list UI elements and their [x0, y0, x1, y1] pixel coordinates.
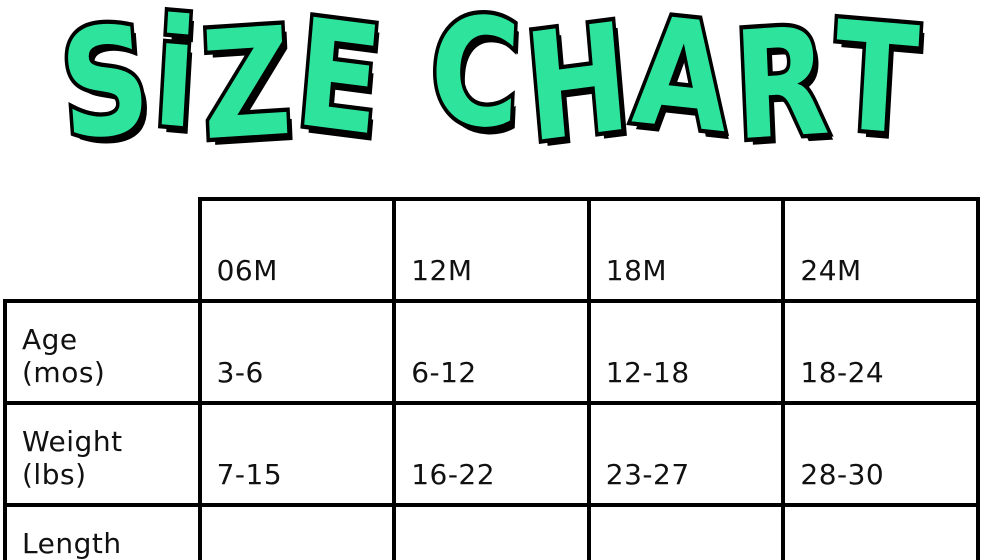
table-cell: 7-15 — [197, 401, 397, 507]
table-cell: 29-31 — [586, 503, 786, 560]
row-label-line2: (mos) — [22, 355, 106, 389]
column-header-24m: 24M — [781, 197, 980, 303]
table-cell: 28-30 — [781, 401, 980, 507]
table-cell: 3-6 — [197, 299, 397, 405]
row-label-weight: Weight (lbs) — [3, 401, 202, 507]
column-header-06m: 06M — [197, 197, 397, 303]
header-cell-empty — [5, 199, 200, 301]
table-cell: 23-27 — [586, 401, 786, 507]
header-row: 06M 12M 18M 24M — [5, 197, 980, 303]
row-label-line1: Weight — [22, 424, 123, 458]
table-row-length: Length (inches) 17-24 25-28 29-31 32-34 — [3, 503, 980, 560]
page-title: SiZE CHART — [51, 0, 932, 180]
row-label-line2: (lbs) — [22, 457, 87, 491]
table-cell: 6-12 — [392, 299, 591, 405]
table-cell: 16-22 — [392, 401, 591, 507]
table-cell: 18-24 — [781, 299, 980, 405]
table-cell: 17-24 — [197, 503, 397, 560]
row-label-line1: Age — [22, 322, 78, 356]
row-label-age: Age (mos) — [3, 299, 202, 405]
table-row-age: Age (mos) 3-6 6-12 12-18 18-24 — [3, 299, 980, 405]
row-label-line1: Length — [22, 526, 122, 560]
row-label-length: Length (inches) — [3, 503, 202, 560]
table-cell: 32-34 — [781, 503, 980, 560]
column-header-18m: 18M — [586, 197, 786, 303]
column-header-12m: 12M — [392, 197, 591, 303]
table-cell: 12-18 — [586, 299, 786, 405]
table-cell: 25-28 — [392, 503, 591, 560]
size-table: 06M 12M 18M 24M Age (mos) 3-6 6-12 12-18… — [3, 197, 980, 560]
table-row-weight: Weight (lbs) 7-15 16-22 23-27 28-30 — [3, 401, 980, 507]
title-wrap: SiZE CHART — [0, 0, 984, 180]
